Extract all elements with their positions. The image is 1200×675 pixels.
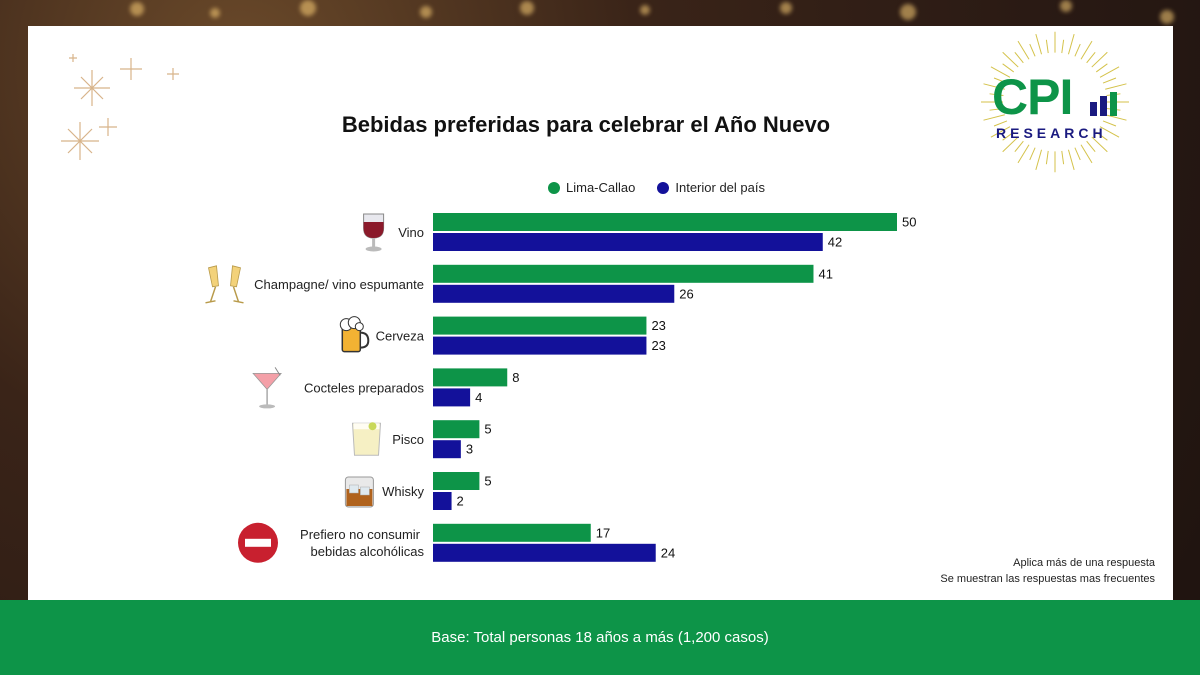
data-label: 8 — [512, 370, 519, 385]
legend-item-interior: Interior del país — [657, 180, 765, 195]
logo-main-text: CPI — [992, 69, 1073, 125]
bar-lima — [433, 420, 480, 439]
category-group: 5 2 Whisky — [344, 472, 492, 510]
footer-bar: Base: Total personas 18 años a más (1,20… — [0, 600, 1200, 675]
note-line-2: Se muestran las respuestas mas frecuente… — [940, 573, 1155, 585]
data-label: 17 — [596, 525, 610, 540]
data-label: 5 — [484, 474, 491, 489]
bar-lima — [433, 368, 508, 387]
logo-sub-text: RESEARCH — [996, 125, 1107, 141]
category-group: 8 4 Cocteles preparados — [252, 367, 519, 409]
category-group: 50 42 Vino — [363, 213, 916, 252]
bar-interior — [433, 284, 675, 303]
data-label: 42 — [828, 235, 842, 250]
data-label: 3 — [466, 442, 473, 457]
note-line-1: Aplica más de una respuesta — [1013, 557, 1155, 569]
content-panel — [28, 26, 1173, 600]
beer-mug-icon — [339, 316, 370, 353]
chart-title: Bebidas preferidas para celebrar el Año … — [341, 112, 831, 137]
category-label: Whisky — [382, 484, 424, 499]
data-label: 4 — [475, 390, 482, 405]
category-label: Cocteles preparados — [304, 380, 424, 395]
whisky-glass-icon — [344, 476, 374, 508]
sparkles-decoration — [61, 54, 179, 160]
no-entry-icon — [238, 522, 278, 563]
category-label: Pisco — [392, 432, 424, 447]
legend-swatch-interior — [657, 181, 670, 194]
legend-label-lima: Lima-Callao — [566, 180, 636, 195]
champagne-glasses-icon — [205, 265, 244, 304]
logo-bars-icon — [1090, 92, 1117, 116]
bar-interior — [433, 440, 461, 459]
chart-notes: Aplica más de una respuesta Se muestran … — [800, 555, 1155, 587]
data-label: 2 — [457, 494, 464, 509]
bar-lima — [433, 523, 591, 542]
pisco-glass-icon — [351, 422, 382, 456]
category-label: Champagne/ vino espumante — [254, 277, 424, 292]
bar-lima — [433, 316, 647, 335]
data-label: 41 — [818, 266, 832, 281]
bar-lima — [433, 213, 897, 231]
category-label: Vino — [398, 225, 424, 240]
category-group: 41 26 Champagne/ vino espumante — [205, 264, 833, 304]
bar-interior — [433, 388, 471, 407]
category-group: 53 Pisco — [351, 420, 492, 459]
bar-interior — [433, 336, 647, 355]
bar-interior — [433, 233, 823, 251]
legend-item-lima: Lima-Callao — [548, 180, 635, 195]
bar-lima — [433, 264, 814, 283]
data-label: 50 — [902, 215, 916, 230]
data-label: 26 — [679, 286, 693, 301]
data-label: 24 — [661, 545, 675, 560]
cocktail-glass-icon — [252, 367, 282, 409]
category-label-line: bebidas alcohólicas — [311, 544, 425, 559]
bar-interior — [433, 543, 656, 562]
cpi-research-logo: CPI RESEARCH — [960, 30, 1150, 180]
wine-glass-icon — [363, 213, 385, 252]
footer-base-text: Base: Total personas 18 años a más (1,20… — [431, 629, 769, 646]
bar-lima — [433, 472, 480, 490]
category-group: 17 24 Prefiero no consumir bebidas alcohóli… — [238, 522, 675, 563]
legend-swatch-lima — [548, 181, 560, 194]
data-label: 5 — [484, 422, 491, 437]
category-label-line: Prefiero no consumir — [300, 527, 421, 542]
data-label: 23 — [651, 318, 665, 333]
category-label: Cerveza — [376, 329, 425, 344]
bar-interior — [433, 492, 452, 510]
data-label: 23 — [651, 338, 665, 353]
category-group: 23 23 Cerveza — [339, 316, 666, 355]
legend-label-interior: Interior del país — [675, 180, 765, 195]
chart-legend: Lima-Callao Interior del país — [548, 180, 765, 195]
